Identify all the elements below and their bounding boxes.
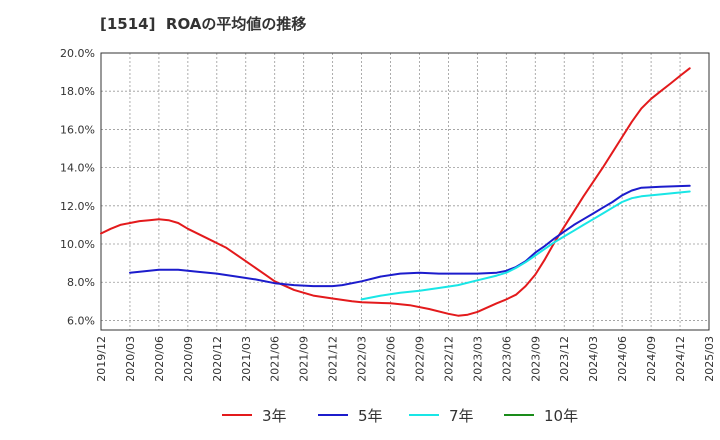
x-tick-label: 2022/12 [442,336,455,382]
x-tick-label: 2024/12 [674,336,687,382]
series-lines [100,67,691,317]
x-tick-label: 2022/09 [413,336,426,382]
legend: 3年 5年 7年 10年 [0,404,720,426]
y-tick-label: 14.0% [60,162,95,175]
y-tick-label: 18.0% [60,85,95,98]
x-tick-label: 2020/03 [124,336,137,382]
y-tick-label: 16.0% [60,123,95,136]
x-tick-label: 2025/03 [703,336,716,382]
x-tick-label: 2021/09 [298,336,311,382]
y-tick-label: 8.0% [67,276,95,289]
x-tick-label: 2024/03 [587,336,600,382]
chart-title: [1514] ROAの平均値の推移 [100,15,307,33]
legend-label: 5年 [358,406,383,425]
x-tick-label: 2022/03 [356,336,369,382]
legend-label: 3年 [262,406,287,425]
x-tick-label: 2020/06 [153,336,166,382]
legend-label: 7年 [449,406,474,425]
legend-item: 7年 [409,404,474,426]
x-tick-label: 2024/09 [645,336,658,382]
y-tick-label: 6.0% [67,314,95,327]
x-tick-label: 2022/06 [385,336,398,382]
y-tick-label: 12.0% [60,200,95,213]
grid [101,53,709,330]
y-tick-label: 20.0% [60,47,95,60]
series-line [129,184,691,288]
axes [100,52,710,331]
legend-swatch [222,414,252,416]
x-tick-label: 2021/12 [327,336,340,382]
y-tick-label: 10.0% [60,238,95,251]
x-tick-label: 2023/09 [529,336,542,382]
series-line [100,67,691,317]
x-tick-labels: 2019/12 2020/03 2020/06 2020/09 2020/12 2021/… [95,336,716,382]
legend-swatch [504,414,534,416]
legend-item: 10年 [504,404,578,426]
x-tick-label: 2019/12 [95,336,108,382]
legend-swatch [318,414,348,416]
legend-label: 10年 [544,406,579,425]
x-tick-label: 2021/06 [269,336,282,382]
y-tick-labels: 6.0% 8.0% 10.0% 12.0% 14.0% 16.0% 18.0% 20.0% [60,47,95,327]
x-tick-label: 2021/03 [240,336,253,382]
plot-frame [100,52,710,331]
plot-background [101,53,709,330]
legend-item: 3年 [222,404,287,426]
x-tick-label: 2023/12 [558,336,571,382]
legend-swatch [409,414,439,416]
x-tick-label: 2024/06 [616,336,629,382]
x-tick-label: 2023/06 [500,336,513,382]
x-tick-label: 2020/12 [211,336,224,382]
series-line [360,190,691,301]
x-tick-label: 2023/03 [471,336,484,382]
x-tick-label: 2020/09 [182,336,195,382]
legend-item: 5年 [318,404,383,426]
